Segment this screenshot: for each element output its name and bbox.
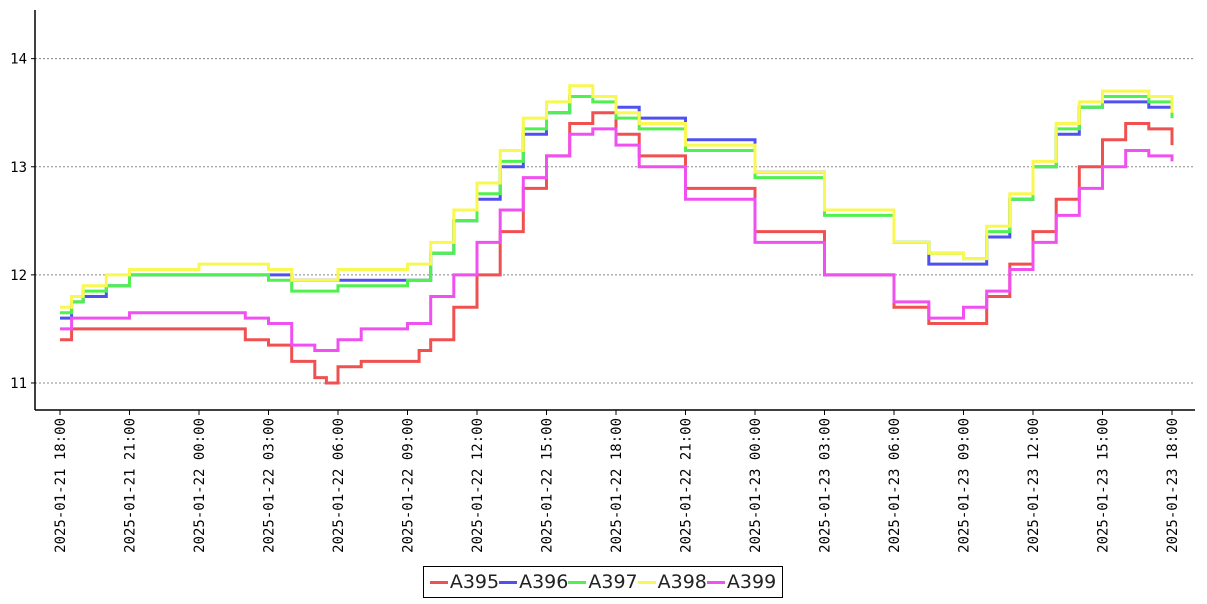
legend-item-a396: A396 [499,571,568,593]
legend-swatch [429,580,448,584]
series-line-a399 [60,127,1174,352]
legend-item-a399: A399 [706,571,777,593]
legend-swatch [568,580,587,584]
x-tick-label: 2025-01-23 06:00 [887,418,903,553]
legend-label: A395 [449,571,500,593]
series-line-a398 [60,84,1174,309]
legend-label: A398 [657,571,707,593]
y-tick-label: 11 [10,376,27,392]
x-tick-label: 2025-01-23 15:00 [1096,418,1112,553]
legend-label: A396 [519,571,569,593]
x-tick-labels: 2025-01-21 18:00 2025-01-21 21:00 2025-01-… [53,418,1181,553]
series-layer [60,84,1174,385]
x-tick-label: 2025-01-22 03:00 [262,418,278,553]
x-tick-label: 2025-01-22 12:00 [470,418,486,553]
y-tick-label: 12 [10,268,27,284]
x-tick-label: 2025-01-22 09:00 [401,418,417,553]
x-tick-label: 2025-01-22 18:00 [609,418,625,553]
x-tick-label: 2025-01-23 12:00 [1026,418,1042,553]
legend-label: A399 [726,571,777,593]
x-tick-label: 2025-01-22 06:00 [331,418,347,553]
x-tick-label: 2025-01-23 03:00 [818,418,834,553]
x-tick-label: 2025-01-23 18:00 [1165,418,1181,553]
legend: A395 A396 A397 A398 A399 [423,566,783,598]
x-tick-label: 2025-01-21 21:00 [123,418,139,553]
legend-item-a397: A397 [568,571,638,593]
legend-swatch [706,580,725,584]
legend-item-a398: A398 [637,571,707,593]
legend-swatch [637,580,656,584]
legend-label: A397 [588,571,638,593]
x-tick-label: 2025-01-21 18:00 [53,418,69,553]
x-tick-label: 2025-01-23 09:00 [957,418,973,553]
axes [31,10,1195,415]
legend-item-a395: A395 [429,571,500,593]
x-tick-label: 2025-01-22 21:00 [679,418,695,553]
x-tick-label: 2025-01-22 00:00 [192,418,208,553]
series-line-a395 [60,111,1174,385]
y-tick-labels: 11 12 13 14 [10,52,27,392]
legend-swatch [499,580,518,584]
y-tick-label: 13 [10,160,27,176]
x-tick-label: 2025-01-23 00:00 [748,418,764,553]
y-tick-label: 14 [10,52,27,68]
x-tick-label: 2025-01-22 15:00 [540,418,556,553]
